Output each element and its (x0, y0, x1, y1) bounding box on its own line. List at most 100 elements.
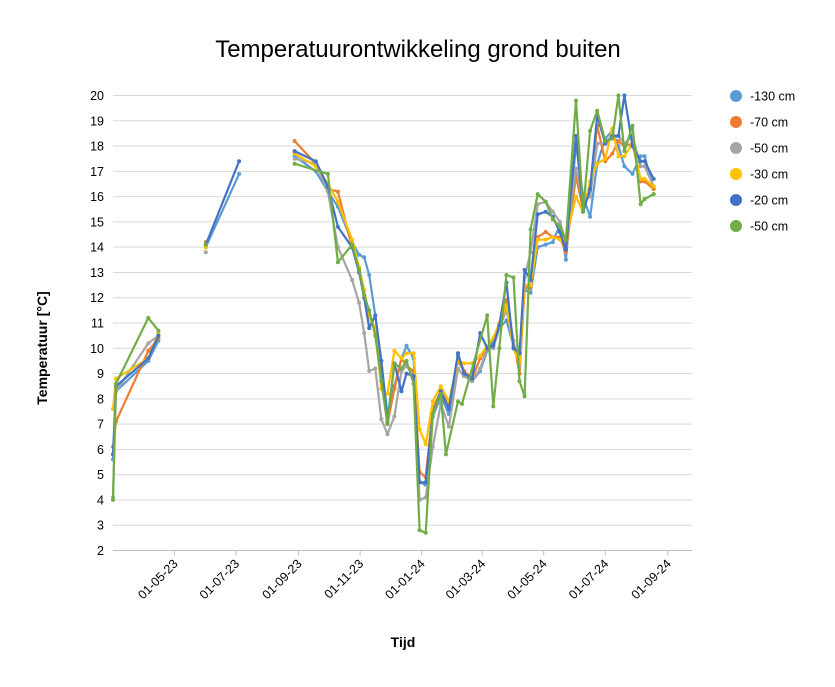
data-point (443, 452, 448, 457)
data-point (588, 128, 593, 133)
y-tick-label: 2 (97, 544, 104, 558)
data-point (292, 149, 297, 154)
series-lines (111, 93, 656, 535)
data-point (423, 530, 428, 535)
grid-lines (113, 95, 692, 551)
data-point (517, 379, 522, 384)
data-point (462, 371, 466, 376)
data-point (335, 224, 340, 229)
data-point (485, 346, 490, 351)
data-point (373, 333, 378, 338)
legend-label: -20 cm (750, 194, 788, 208)
legend: -130 cm -70 cm -50 cm -30 cm -20 cm -50 cm (730, 90, 795, 234)
chart-title: Temperatuurontwikkeling grond buiten (215, 36, 621, 63)
data-point (392, 348, 397, 353)
x-tick-label: 01-03-24 (443, 557, 488, 602)
legend-marker (730, 220, 742, 232)
data-point (651, 192, 656, 197)
data-point (430, 412, 435, 416)
data-point (574, 98, 578, 103)
y-tick-label: 17 (90, 165, 104, 179)
data-point (350, 278, 355, 282)
data-point (385, 432, 390, 437)
data-point (446, 406, 451, 411)
data-point (470, 376, 475, 381)
y-tick-label: 12 (90, 291, 104, 305)
data-point (146, 315, 151, 320)
data-point (616, 154, 621, 159)
x-axis-ticks: 01-05-23 01-07-23 01-09-23 01-11-23 01-01-24… (135, 550, 674, 602)
data-point (616, 139, 621, 143)
data-point (563, 237, 568, 242)
data-point (630, 123, 635, 128)
data-point (616, 93, 621, 98)
data-point (478, 366, 483, 371)
data-point (404, 358, 409, 363)
data-point (392, 361, 397, 366)
y-axis-label: Temperatuur [°C] (34, 291, 50, 404)
data-point (156, 328, 161, 333)
series-line (204, 160, 241, 246)
data-point (203, 242, 208, 247)
data-point (399, 366, 404, 371)
data-point (335, 260, 340, 265)
data-point (438, 391, 443, 396)
series-line (204, 172, 241, 249)
data-point (595, 108, 600, 113)
data-point (550, 235, 555, 240)
data-point (335, 189, 340, 194)
x-tick-label: 01-07-23 (197, 557, 242, 602)
x-tick-label: 01-09-24 (629, 557, 674, 602)
data-point (146, 348, 151, 353)
data-point (574, 166, 578, 171)
series-6 (111, 93, 656, 535)
series-line (111, 316, 160, 501)
data-point (367, 369, 372, 373)
series-line (293, 129, 655, 486)
legend-item: -50 cm (730, 142, 788, 156)
data-point (411, 351, 416, 356)
data-point (581, 209, 586, 214)
data-point (651, 184, 656, 189)
data-point (504, 303, 509, 308)
data-point (399, 356, 404, 361)
data-point (550, 240, 555, 245)
data-point (423, 442, 428, 447)
data-point (335, 199, 340, 204)
legend-marker (730, 90, 742, 102)
data-point (622, 149, 627, 154)
data-point (350, 237, 355, 242)
legend-item: -30 cm (730, 168, 788, 182)
series-line (293, 127, 655, 446)
data-point (156, 333, 161, 338)
y-tick-label: 10 (90, 342, 104, 356)
data-point (574, 194, 578, 199)
data-point (497, 323, 502, 328)
data-point (357, 300, 362, 305)
data-point (491, 404, 496, 409)
data-point (313, 159, 318, 164)
data-point (367, 308, 372, 313)
data-point (574, 133, 578, 138)
data-point (528, 290, 533, 295)
data-point (114, 381, 118, 386)
x-tick-label: 01-05-24 (505, 557, 550, 602)
legend-marker (730, 116, 742, 128)
legend-item: -20 cm (730, 194, 788, 208)
data-point (423, 480, 428, 485)
data-point (367, 273, 372, 277)
x-tick-label: 01-11-23 (322, 557, 367, 602)
data-point (504, 318, 509, 323)
data-point (550, 217, 555, 222)
y-tick-label: 8 (97, 392, 104, 406)
y-tick-label: 11 (91, 317, 104, 331)
data-point (497, 346, 502, 351)
data-point (462, 361, 466, 366)
data-point (399, 389, 404, 394)
data-point (642, 197, 647, 202)
data-point (610, 151, 615, 156)
data-point (603, 139, 608, 143)
data-point (511, 275, 516, 280)
data-point (357, 252, 362, 257)
